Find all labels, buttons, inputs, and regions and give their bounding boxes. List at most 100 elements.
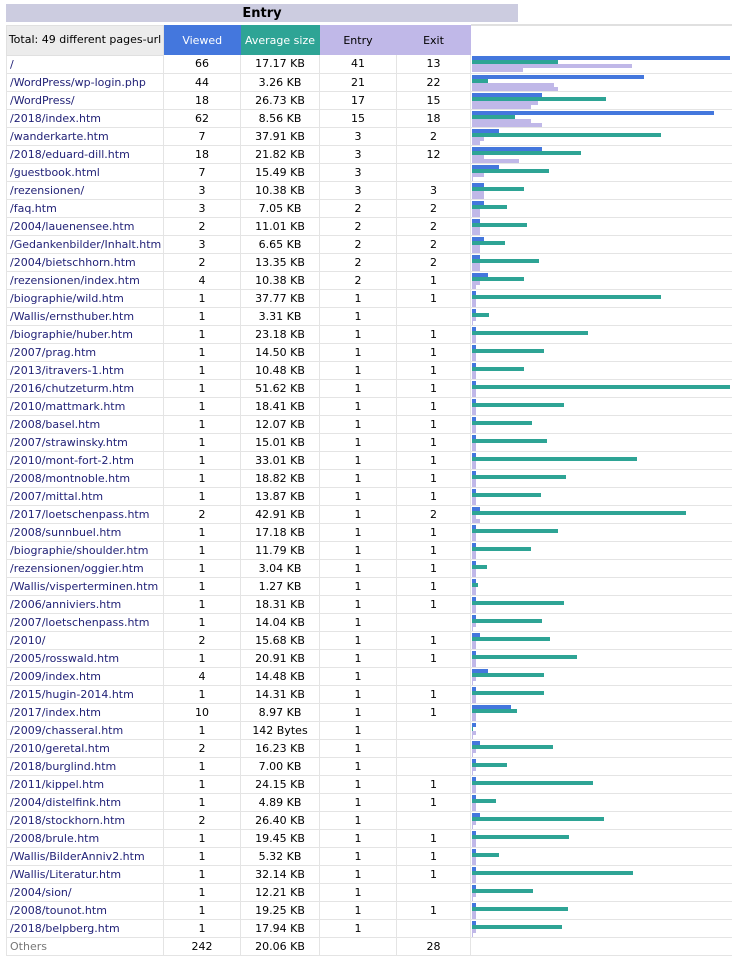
page-url-link[interactable]: /2004/distelfink.htm: [6, 793, 164, 812]
viewed-bar: [472, 362, 476, 367]
entry-bar: [472, 370, 476, 375]
page-url-link[interactable]: /2017/loetschenpass.htm: [6, 505, 164, 524]
page-url-link[interactable]: /2008/sunnbuel.htm: [6, 523, 164, 542]
page-url-link[interactable]: /Wallis/BilderAnniv2.htm: [6, 847, 164, 866]
page-url-link[interactable]: /2010/mattmark.htm: [6, 397, 164, 416]
page-url-link[interactable]: /2008/tounot.htm: [6, 901, 164, 920]
average-size: 14.50 KB: [240, 343, 320, 362]
page-url-link[interactable]: /2004/sion/: [6, 883, 164, 902]
page-url-link[interactable]: /Wallis/visperterminen.htm: [6, 577, 164, 596]
bar-group: [472, 272, 730, 288]
bar-graph-cell: [470, 847, 732, 866]
table-row: /biographie/shoulder.htm 1 11.79 KB 1 1: [6, 541, 732, 560]
page-url-link[interactable]: /guestbook.html: [6, 163, 164, 182]
average-size: 32.14 KB: [240, 865, 320, 884]
bar-graph-cell: [470, 937, 732, 956]
bar-graph-cell: [470, 343, 732, 362]
viewed-count: 1: [163, 883, 241, 902]
bar-graph-cell: [470, 289, 732, 308]
page-url-link[interactable]: /2013/itravers-1.htm: [6, 361, 164, 380]
page-url-link[interactable]: /2018/burglind.htm: [6, 757, 164, 776]
viewed-bar: [472, 254, 480, 259]
page-url-link[interactable]: /2004/lauenensee.htm: [6, 217, 164, 236]
table-row: /2004/sion/1 12.21 KB 1: [6, 883, 732, 902]
page-url-link[interactable]: /2004/bietschhorn.htm: [6, 253, 164, 272]
average-size: 33.01 KB: [240, 451, 320, 470]
entry-count: 2: [319, 253, 397, 272]
entry-count: 1: [319, 865, 397, 884]
viewed-bar: [472, 308, 476, 313]
page-url-link[interactable]: /2009/index.htm: [6, 667, 164, 686]
page-url-link[interactable]: /2007/loetschenpass.htm: [6, 613, 164, 632]
page-url-link[interactable]: /Gedankenbilder/Inhalt.htm: [6, 235, 164, 254]
entry-bar: [472, 460, 476, 465]
page-url-link[interactable]: /faq.htm: [6, 199, 164, 218]
page-url-link[interactable]: /2018/belpberg.htm: [6, 919, 164, 938]
page-url-link[interactable]: /rezensionen/: [6, 181, 164, 200]
page-url-link[interactable]: /WordPress/: [6, 91, 164, 110]
page-url-link[interactable]: /2008/basel.htm: [6, 415, 164, 434]
page-url-link[interactable]: /biographie/wild.htm: [6, 289, 164, 308]
page-url-link[interactable]: /2018/stockhorn.htm: [6, 811, 164, 830]
entry-count: 2: [319, 235, 397, 254]
viewed-count: 1: [163, 289, 241, 308]
page-url-link[interactable]: /Wallis/ernsthuber.htm: [6, 307, 164, 326]
page-url-link[interactable]: /2016/chutzeturm.htm: [6, 379, 164, 398]
entry-count: 21: [319, 73, 397, 92]
page-url-link[interactable]: /2010/geretal.htm: [6, 739, 164, 758]
page-url-link[interactable]: /2007/mittal.htm: [6, 487, 164, 506]
bar-group: [472, 218, 730, 234]
page-url-link[interactable]: /WordPress/wp-login.php: [6, 73, 164, 92]
bar-graph-cell: [470, 829, 732, 848]
table-row: /2008/basel.htm 1 12.07 KB 1 1: [6, 415, 732, 434]
entry-count: 1: [319, 739, 397, 758]
page-url-link[interactable]: /2007/strawinsky.htm: [6, 433, 164, 452]
entry-bar: [472, 658, 476, 663]
bar-group: [472, 704, 730, 720]
bar-group: [472, 614, 730, 630]
table-row: /wanderkarte.htm 7 37.91 KB 3 2: [6, 127, 732, 146]
page-url-link[interactable]: /2018/index.htm: [6, 109, 164, 128]
bar-group: [472, 686, 730, 702]
page-url-link[interactable]: /: [6, 55, 164, 74]
average-size: 14.04 KB: [240, 613, 320, 632]
page-url-link[interactable]: /2005/rosswald.htm: [6, 649, 164, 668]
page-url-link[interactable]: /2010/: [6, 631, 164, 650]
header-exit[interactable]: Exit: [396, 25, 471, 55]
header-average-size[interactable]: Average size: [240, 25, 320, 55]
bar-graph-cell: [470, 721, 732, 740]
entry-bar: [472, 334, 476, 339]
page-url-link[interactable]: /Wallis/Literatur.htm: [6, 865, 164, 884]
page-url-link[interactable]: /rezensionen/index.htm: [6, 271, 164, 290]
table-row: /2008/brule.htm 1 19.45 KB 1 1: [6, 829, 732, 848]
page-url-link[interactable]: /rezensionen/oggier.htm: [6, 559, 164, 578]
bar-group: [472, 578, 730, 594]
exit-bar: [472, 446, 476, 450]
page-url-link[interactable]: /2018/eduard-dill.htm: [6, 145, 164, 164]
page-url-link[interactable]: /2010/mont-fort-2.htm: [6, 451, 164, 470]
bar-group: [472, 758, 730, 774]
exit-bar: [472, 860, 476, 864]
page-url-link[interactable]: /2008/brule.htm: [6, 829, 164, 848]
viewed-bar: [472, 488, 476, 493]
page-url-link[interactable]: /2015/hugin-2014.htm: [6, 685, 164, 704]
page-url-link[interactable]: /2011/kippel.htm: [6, 775, 164, 794]
table-row: /guestbook.html 7 15.49 KB 3: [6, 163, 732, 182]
page-url-link[interactable]: /2009/chasseral.htm: [6, 721, 164, 740]
entry-count: 1: [319, 415, 397, 434]
page-url-link[interactable]: /biographie/huber.htm: [6, 325, 164, 344]
page-url-link[interactable]: /2017/index.htm: [6, 703, 164, 722]
header-viewed[interactable]: Viewed: [163, 25, 241, 55]
page-url-link[interactable]: /biographie/shoulder.htm: [6, 541, 164, 560]
page-url-link[interactable]: /2007/prag.htm: [6, 343, 164, 362]
page-url-link[interactable]: /wanderkarte.htm: [6, 127, 164, 146]
bar-group: [472, 776, 730, 792]
viewed-count: 2: [163, 631, 241, 650]
exit-bar: [472, 500, 476, 504]
page-url-link[interactable]: /2008/montnoble.htm: [6, 469, 164, 488]
viewed-count: 242: [163, 937, 241, 956]
viewed-count: 1: [163, 397, 241, 416]
viewed-count: 4: [163, 667, 241, 686]
header-entry[interactable]: Entry: [319, 25, 397, 55]
page-url-link[interactable]: /2006/anniviers.htm: [6, 595, 164, 614]
